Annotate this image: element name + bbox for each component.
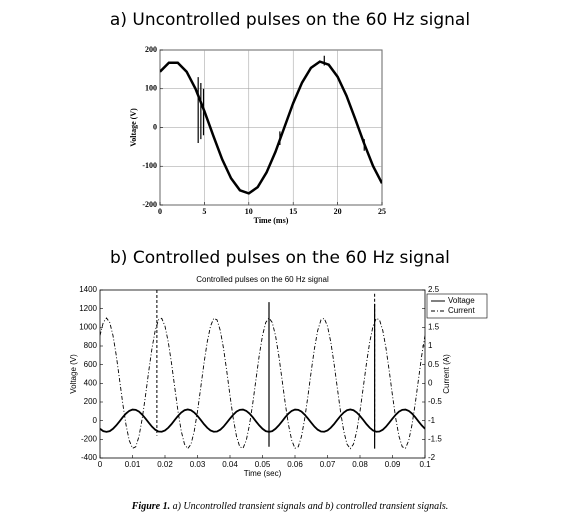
- y-tick-label: -200: [81, 434, 98, 443]
- y-tick-label: 1000: [79, 322, 97, 331]
- y-tick-label: 1200: [79, 304, 97, 313]
- y-tick-label: 600: [84, 360, 98, 369]
- x-tick-label: 5: [202, 207, 206, 216]
- y-tick-label: 0: [153, 122, 157, 131]
- y2-tick-label: 0.5: [428, 360, 440, 369]
- series-line: [160, 60, 382, 195]
- caption: Figure 1. a) Uncontrolled transient sign…: [131, 501, 448, 512]
- x-tick-label: 0.07: [320, 460, 336, 469]
- y2-tick-label: -1: [428, 416, 436, 425]
- x-tick-label: 0.09: [385, 460, 401, 469]
- y-tick-label: -400: [81, 453, 98, 462]
- x-tick-label: 0: [158, 207, 162, 216]
- y-tick-label: 100: [145, 84, 157, 93]
- x-tick-label: 0.03: [190, 460, 206, 469]
- y-tick-label: -100: [142, 161, 157, 170]
- y-tick-label: 200: [84, 397, 98, 406]
- y2-tick-label: 0: [428, 378, 433, 387]
- x-tick-label: 0: [98, 460, 103, 469]
- y-tick-label: 800: [84, 341, 98, 350]
- caption-text: a) Uncontrolled transient signals and b)…: [173, 501, 449, 512]
- x-tick-label: 20: [334, 207, 342, 216]
- y2-tick-label: -2: [428, 453, 436, 462]
- x-tick-label: 0.04: [222, 460, 238, 469]
- y-tick-label: 0: [93, 416, 98, 425]
- x-tick-label: 15: [289, 207, 297, 216]
- y-tick-label: 1400: [79, 285, 97, 294]
- x-axis-label: Time (ms): [254, 216, 289, 225]
- x-axis-label: Time (sec): [244, 469, 282, 478]
- legend-label: Voltage: [448, 296, 475, 305]
- y2-tick-label: 1.5: [428, 322, 440, 331]
- y2-tick-label: 2.5: [428, 285, 440, 294]
- legend-box: [426, 293, 488, 319]
- y2-tick-label: -0.5: [428, 397, 442, 406]
- y-tick-label: 400: [84, 378, 98, 387]
- y2-tick-label: -1.5: [428, 434, 442, 443]
- legend-label: Current: [448, 306, 475, 315]
- x-tick-label: 25: [378, 207, 386, 216]
- caption-label: Figure 1.: [131, 501, 170, 512]
- x-tick-label: 0.05: [255, 460, 271, 469]
- x-tick-label: 0.02: [157, 460, 173, 469]
- y-tick-label: 200: [145, 45, 157, 54]
- chart-title: Controlled pulses on the 60 Hz signal: [196, 275, 329, 284]
- x-tick-label: 10: [245, 207, 253, 216]
- y-tick-label: -200: [142, 200, 157, 209]
- x-tick-label: 0.1: [419, 460, 431, 469]
- y2-tick-label: 1: [428, 341, 433, 350]
- plot-frame: [99, 289, 426, 459]
- y-axis-label: Voltage (V): [129, 108, 138, 147]
- series-line: [156, 290, 376, 440]
- x-tick-label: 0.08: [352, 460, 368, 469]
- x-tick-label: 0.01: [125, 460, 141, 469]
- series-line: [197, 55, 365, 151]
- x-tick-label: 0.06: [287, 460, 303, 469]
- y-axis-label: Voltage (V): [69, 354, 78, 394]
- series-line: [100, 317, 425, 450]
- chart-heading: a) Uncontrolled pulses on the 60 Hz sign…: [110, 10, 470, 30]
- y2-axis-label: Current (A): [442, 354, 451, 394]
- series-line: [100, 408, 425, 433]
- chart-heading: b) Controlled pulses on the 60 Hz signal: [110, 248, 450, 268]
